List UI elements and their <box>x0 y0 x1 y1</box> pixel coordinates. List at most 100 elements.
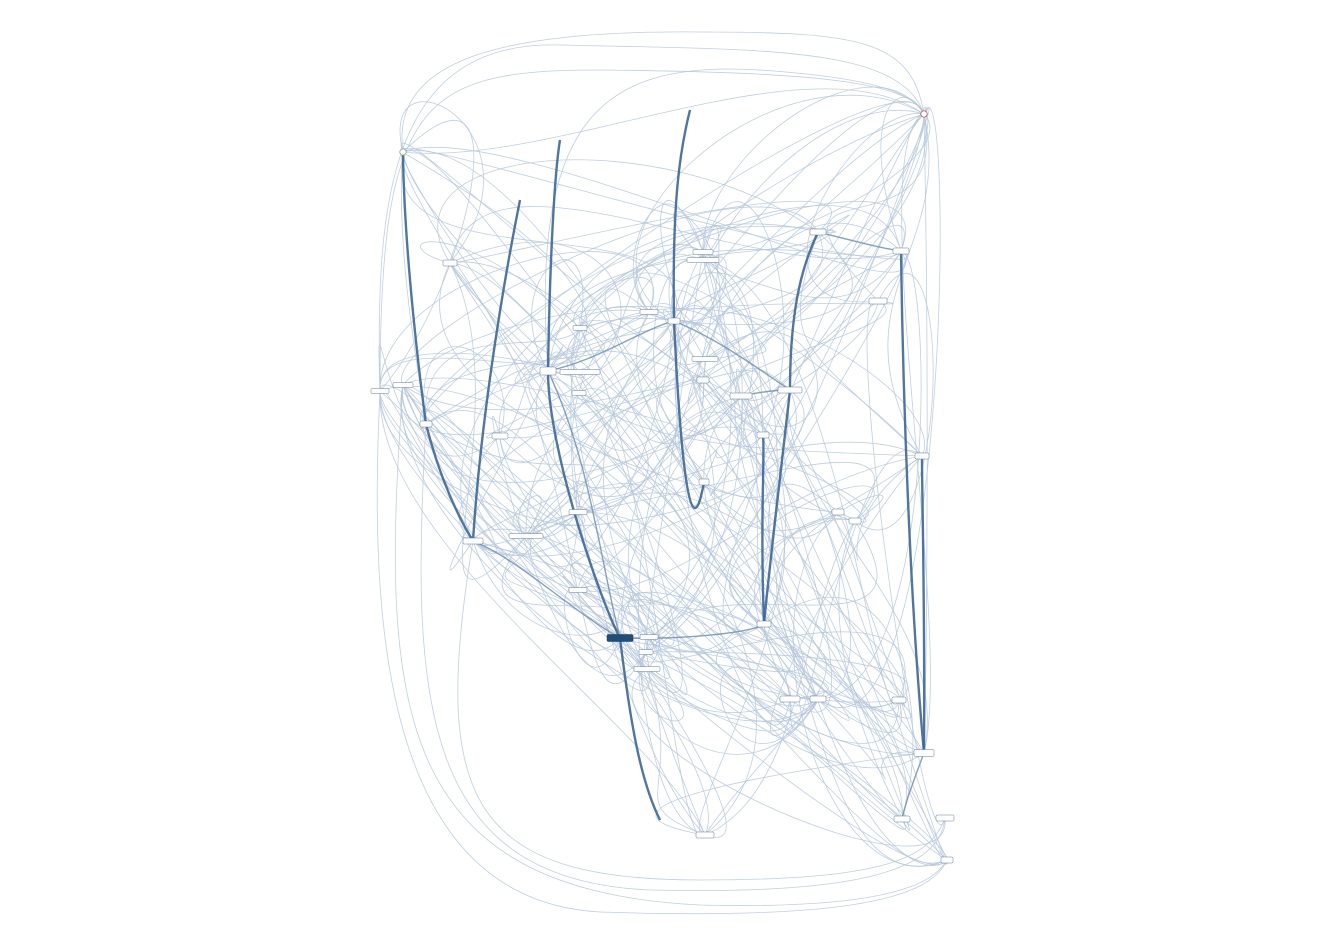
activity-node <box>777 386 803 394</box>
edge-19 <box>880 96 925 252</box>
edge-147 <box>655 752 925 836</box>
edge-86 <box>420 241 581 329</box>
edge-8 <box>673 211 721 360</box>
activity-node <box>491 432 509 440</box>
edge-9 <box>578 392 850 721</box>
edge-231 <box>422 409 906 830</box>
edge-190 <box>628 591 907 820</box>
edge-loop-3 <box>420 423 946 891</box>
edge-219 <box>402 384 579 579</box>
edge-116 <box>458 251 726 542</box>
activity-node <box>892 247 910 255</box>
edge-197 <box>638 651 684 722</box>
edge-103 <box>525 100 925 537</box>
edge-104 <box>800 231 923 457</box>
activity-node <box>756 431 770 439</box>
edge-loop-8 <box>457 540 946 881</box>
edge-secondary-2 <box>673 320 791 391</box>
end-node <box>920 110 928 118</box>
edge-112 <box>379 385 904 701</box>
activity-node <box>568 509 588 515</box>
edge-1 <box>703 389 791 483</box>
edge-main-2 <box>546 139 562 372</box>
activity-node <box>568 587 588 593</box>
activity-node <box>696 376 710 384</box>
edge-144 <box>512 495 579 537</box>
edge-169 <box>498 231 823 437</box>
activity-node <box>779 695 801 703</box>
edge-218 <box>634 272 923 457</box>
edge-179 <box>402 146 906 273</box>
edge-143 <box>648 303 948 864</box>
edge-163 <box>763 596 914 820</box>
edge-178 <box>379 327 587 392</box>
edge-120 <box>492 415 647 676</box>
edge-148 <box>379 120 475 392</box>
edge-124 <box>379 384 948 861</box>
edge-main-1 <box>546 370 622 639</box>
edge-185 <box>722 106 927 636</box>
edge-246 <box>827 113 928 302</box>
activity-node <box>639 309 659 315</box>
edge-0 <box>525 489 579 591</box>
activity-node <box>891 696 907 704</box>
edge-main-0 <box>401 151 428 425</box>
edge-76 <box>740 113 929 401</box>
edge-156 <box>571 589 819 723</box>
edge-172 <box>579 327 706 837</box>
edge-182 <box>702 331 818 428</box>
activity-node <box>831 508 845 516</box>
edge-68 <box>704 520 856 836</box>
edge-54 <box>577 214 850 513</box>
edge-84 <box>854 272 934 531</box>
node-layer <box>370 110 955 864</box>
edge-141 <box>631 668 946 847</box>
edge-17 <box>400 142 742 397</box>
edge-195 <box>838 520 906 825</box>
edge-40 <box>499 113 925 464</box>
edge-194 <box>402 149 839 539</box>
edge-150 <box>787 389 928 754</box>
edge-131 <box>547 253 704 373</box>
edge-207 <box>637 113 925 313</box>
edge-34 <box>422 101 925 425</box>
edge-242 <box>401 147 902 258</box>
edge-161 <box>378 344 501 457</box>
edge-29 <box>401 151 677 322</box>
edge-6 <box>702 113 931 261</box>
edge-236 <box>673 305 948 864</box>
edge-50 <box>546 231 819 372</box>
activity-node <box>692 249 714 255</box>
edge-253 <box>425 423 603 513</box>
edge-237 <box>449 261 906 708</box>
activity-node <box>940 856 954 864</box>
activity-node <box>633 666 661 672</box>
edge-main-6 <box>762 389 792 625</box>
edge-208 <box>734 368 925 754</box>
edge-100 <box>604 288 819 700</box>
activity-node <box>462 537 484 545</box>
edge-22 <box>402 88 925 154</box>
activity-node <box>809 228 827 236</box>
activity-node <box>914 452 930 460</box>
edge-66 <box>642 631 906 701</box>
activity-node <box>572 325 588 331</box>
edge-223 <box>866 299 946 825</box>
activity-node <box>893 815 911 823</box>
edge-74 <box>449 262 647 684</box>
activity-node <box>691 356 719 362</box>
edge-133 <box>702 251 910 831</box>
edge-132 <box>401 384 819 722</box>
activity-node <box>419 420 433 428</box>
activity-node <box>935 814 955 822</box>
edge-loop-9 <box>544 68 925 372</box>
activity-node <box>686 257 720 263</box>
edge-53 <box>449 262 675 647</box>
activity-node <box>392 382 414 388</box>
edge-main-11 <box>761 434 766 625</box>
edge-158 <box>449 262 903 820</box>
edge-main-3 <box>672 109 692 322</box>
edge-main-9 <box>920 455 926 754</box>
edge-97 <box>702 201 785 436</box>
edge-61 <box>579 225 722 329</box>
